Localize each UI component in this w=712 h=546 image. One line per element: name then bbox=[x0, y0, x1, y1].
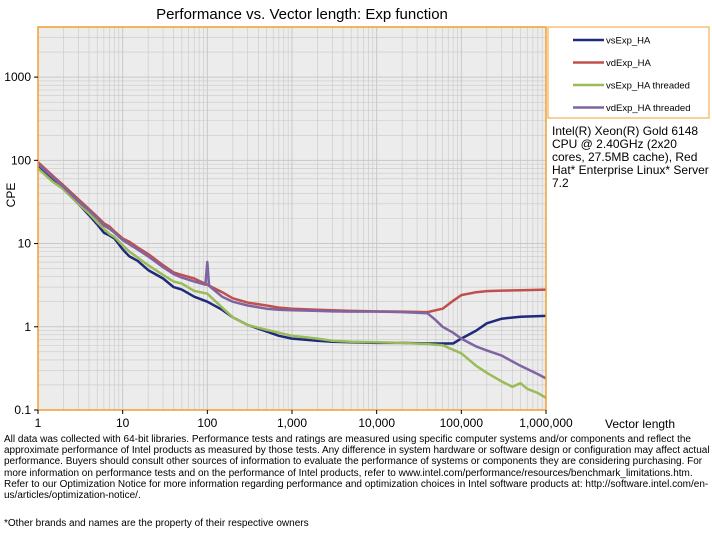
series-lines bbox=[37, 161, 547, 399]
x-tick-label: 1,000 bbox=[277, 416, 307, 430]
chart: Performance vs. Vector length: Exp funct… bbox=[4, 6, 710, 431]
y-tick-label: 0.1 bbox=[14, 403, 31, 417]
y-axis-title: CPE bbox=[4, 183, 18, 208]
x-tick-label: 1 bbox=[35, 416, 42, 430]
cpu-configuration-note: Intel(R) Xeon(R) Gold 6148 CPU @ 2.40GHz… bbox=[552, 124, 709, 190]
y-tick-label: 1 bbox=[24, 320, 31, 334]
series-line-4 bbox=[37, 163, 547, 380]
disclaimer-text: All data was collected with 64-bit libra… bbox=[4, 434, 710, 502]
series-line-2 bbox=[37, 161, 547, 314]
x-tick-label: 100 bbox=[197, 416, 217, 430]
legend bbox=[547, 26, 710, 119]
x-axis-title: Vector length bbox=[605, 417, 675, 431]
x-tick-label: 1,000,000 bbox=[519, 416, 573, 430]
x-tick-label: 10,000 bbox=[358, 416, 395, 430]
legend-entries: vsExp_HA vdExp_HA vsExp_HA threaded vdExp_H… bbox=[573, 36, 691, 114]
legend-label: vdExp_HA threaded bbox=[606, 103, 691, 114]
legend-label: vdExp_HA bbox=[606, 58, 652, 69]
gridlines bbox=[37, 26, 546, 411]
trademark-footnote: *Other brands and names are the property… bbox=[4, 518, 309, 529]
legend-label: vsExp_HA bbox=[606, 36, 651, 47]
legend-label: vsExp_HA threaded bbox=[606, 81, 690, 92]
y-tick-label: 1000 bbox=[4, 70, 31, 84]
y-tick-label: 100 bbox=[11, 153, 31, 167]
x-tick-label: 100,000 bbox=[440, 416, 484, 430]
y-tick-label: 10 bbox=[18, 237, 32, 251]
chart-title: Performance vs. Vector length: Exp funct… bbox=[156, 6, 448, 23]
x-axis-ticks: 1 10 100 1,000 10,000 100,000 1,000,000 bbox=[35, 410, 573, 430]
x-tick-label: 10 bbox=[116, 416, 130, 430]
y-axis-ticks: 0.1 1 10 100 1000 bbox=[4, 70, 38, 417]
series-line-3 bbox=[37, 167, 547, 399]
